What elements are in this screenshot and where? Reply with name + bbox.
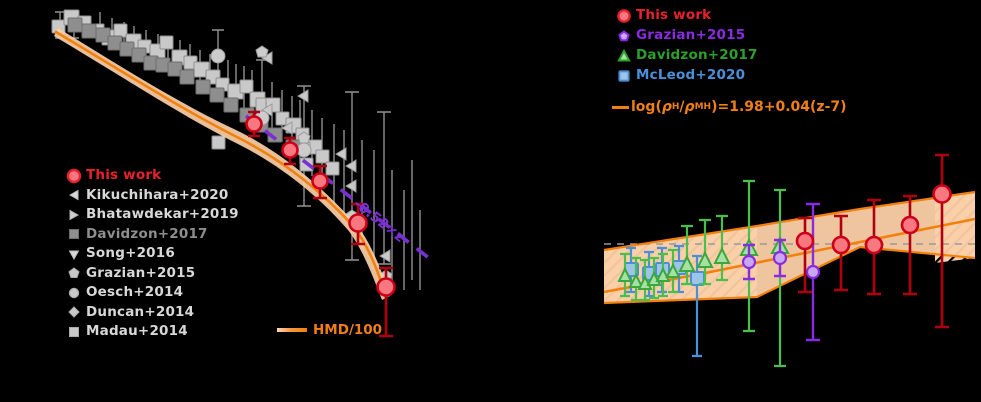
right-this-work-points: [795, 184, 952, 255]
legend-item-this-work[interactable]: This work: [616, 6, 758, 26]
right-grazian-points: [741, 250, 821, 280]
left-hmd-band: [54, 28, 390, 300]
diamond-icon: [66, 304, 82, 320]
legend-label: Grazian+2015: [636, 27, 746, 44]
triangle-left-icon: [66, 187, 82, 203]
hmd-legend-label: HMD/100: [313, 322, 383, 338]
left-panel-legend: This work Kikuchihara+2020 Bhatawdekar+2…: [66, 166, 239, 342]
triangle-down-icon: [66, 246, 82, 262]
right-panel-group: [603, 153, 976, 368]
legend-label: This work: [86, 167, 162, 183]
legend-label: Song+2016: [86, 245, 175, 261]
fit-equation-legend[interactable]: log(ρ H / ρ MH)=1.98+0.04(z-7): [612, 99, 847, 115]
legend-label: Kikuchihara+2020: [86, 186, 229, 203]
left-slope-dashed-line: [244, 114, 436, 264]
fit-equation-numerator: ρ: [661, 99, 672, 115]
legend-item-grazian[interactable]: Grazian+2015: [66, 264, 239, 284]
fit-equation-prefix: log(: [631, 99, 662, 115]
legend-item-this-work[interactable]: This work: [66, 166, 239, 186]
legend-item-oesch[interactable]: Oesch+2014: [66, 283, 239, 303]
circle-icon: [66, 168, 82, 184]
legend-label: Duncan+2014: [86, 303, 195, 320]
circle-open-icon: [66, 285, 82, 301]
legend-label: This work: [636, 7, 712, 24]
circle-icon: [616, 8, 632, 24]
fit-equation-denominator-sub: MH: [694, 102, 712, 112]
pentagon-icon: [66, 265, 82, 281]
left-panel-group: [51, 9, 436, 338]
legend-item-kikuchihara[interactable]: Kikuchihara+2020: [66, 186, 239, 206]
triangle-right-icon: [66, 207, 82, 223]
fit-equation-suffix: )=1.98+0.04(z-7): [711, 99, 847, 115]
legend-item-mcleod[interactable]: McLeod+2020: [616, 66, 758, 86]
legend-item-duncan[interactable]: Duncan+2014: [66, 303, 239, 323]
legend-item-davidzon[interactable]: Davidzon+2017: [66, 225, 239, 245]
triangle-icon: [616, 48, 632, 64]
fit-equation-slash: /: [679, 99, 685, 115]
legend-item-davidzon[interactable]: Davidzon+2017: [616, 46, 758, 66]
fit-equation-numerator-sub: H: [671, 102, 680, 112]
fit-equation-denominator: ρ: [684, 99, 695, 115]
legend-label: McLeod+2020: [636, 67, 746, 84]
legend-item-grazian[interactable]: Grazian+2015: [616, 26, 758, 46]
legend-item-song[interactable]: Song+2016: [66, 244, 239, 264]
legend-label: Bhatawdekar+2019: [86, 206, 239, 222]
fit-line-swatch: [612, 105, 629, 109]
square-icon: [616, 68, 632, 84]
hmd-line-swatch: [277, 328, 307, 332]
legend-label: Davidzon+2017: [636, 47, 758, 64]
legend-label: Davidzon+2017: [86, 225, 208, 242]
right-davidzon-points: [617, 235, 790, 290]
legend-label: Grazian+2015: [86, 264, 196, 281]
legend-label: Oesch+2014: [86, 284, 184, 300]
square-icon: [66, 226, 82, 242]
right-this-work-errorbars: [798, 153, 949, 329]
square-icon: [66, 324, 82, 340]
legend-item-madau[interactable]: Madau+2014: [66, 322, 239, 342]
pentagon-icon: [616, 28, 632, 44]
right-panel-legend: This work Grazian+2015 Davidzon+2017 McL…: [616, 6, 758, 86]
hmd-curve-legend[interactable]: HMD/100: [277, 322, 382, 338]
left-hmd-curve: [54, 30, 388, 300]
left-grey-squares-dark: [67, 17, 301, 155]
legend-item-bhatawdekar[interactable]: Bhatawdekar+2019: [66, 205, 239, 225]
legend-label: Madau+2014: [86, 323, 188, 339]
left-this-work-points: [245, 115, 396, 297]
